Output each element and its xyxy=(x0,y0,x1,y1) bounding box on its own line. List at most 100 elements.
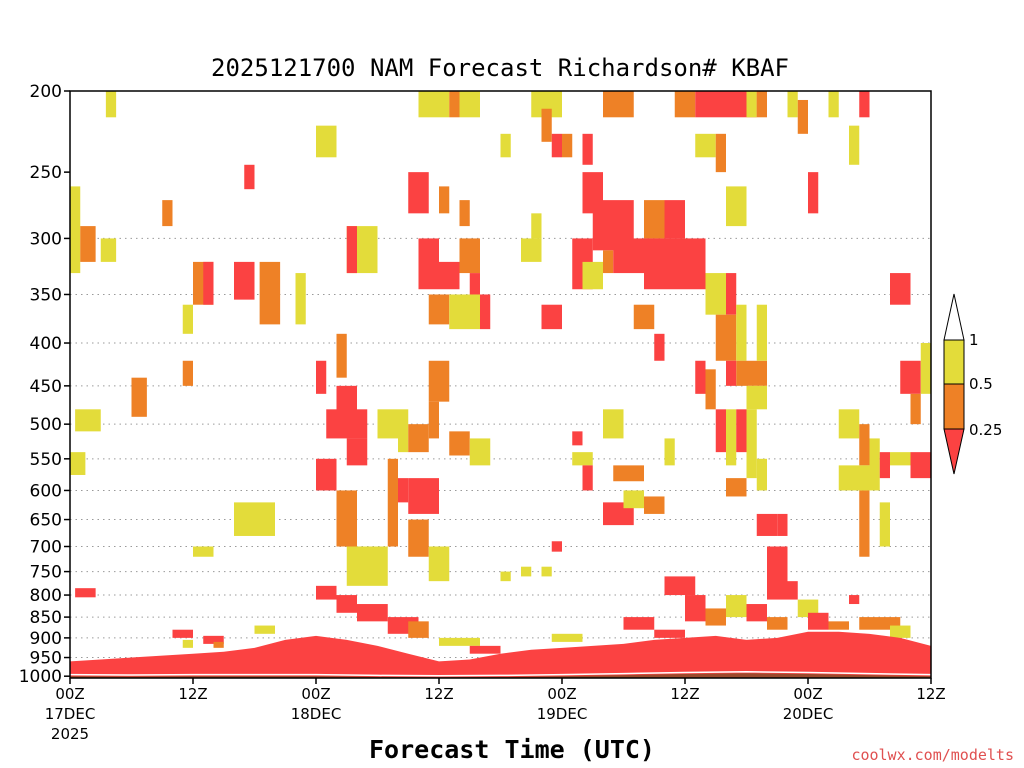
x-tick-label: 00Z xyxy=(301,685,330,703)
y-tick-label: 700 xyxy=(30,538,62,558)
x-tick-date: 19DEC xyxy=(537,705,588,723)
heatmap-cell xyxy=(172,629,193,638)
legend: 1 0.5 0.25 xyxy=(943,293,1002,475)
heatmap-cell xyxy=(756,304,767,361)
legend-arrow-top xyxy=(943,293,965,341)
heatmap-cell xyxy=(80,226,96,262)
heatmap-cell xyxy=(259,261,281,325)
heatmap-cell xyxy=(408,424,429,453)
heatmap-cell xyxy=(408,478,439,514)
heatmap-cell xyxy=(377,409,398,439)
legend-swatch xyxy=(943,383,965,430)
heatmap-cell xyxy=(500,571,511,582)
boundary-layer-area xyxy=(70,631,931,678)
heatmap-cell xyxy=(459,238,480,274)
heatmap-cell xyxy=(203,261,214,305)
heatmap-cell xyxy=(387,458,398,547)
heatmap-cell xyxy=(572,431,583,446)
x-tick-date: 20DEC xyxy=(783,705,834,723)
y-tick-label: 800 xyxy=(30,586,62,606)
heatmap-cell xyxy=(664,438,675,466)
y-tick-label: 1000 xyxy=(19,667,62,687)
heatmap-cell xyxy=(551,541,562,552)
heatmap-cell xyxy=(346,438,368,466)
heatmap-cell xyxy=(572,452,593,466)
y-tick-label: 900 xyxy=(30,629,62,649)
heatmap-cell xyxy=(869,438,880,491)
heatmap-cell xyxy=(603,250,614,274)
heatmap-cell xyxy=(900,360,921,394)
heatmap-cell xyxy=(767,546,788,586)
heatmap-cell xyxy=(746,409,757,479)
heatmap-cell xyxy=(603,409,624,439)
heatmap-cell xyxy=(849,125,860,165)
x-axis: 00Z 17DEC 2025 12Z 00Z 18DEC 12Z 00Z 19DEC 12Z 00Z… xyxy=(45,678,946,743)
heatmap-cell xyxy=(787,91,798,118)
heatmap-cell xyxy=(726,595,747,618)
surface-layer xyxy=(69,631,932,678)
x-tick-label: 00Z xyxy=(793,685,822,703)
heatmap-cell xyxy=(726,273,737,315)
heatmap-cell xyxy=(75,409,101,432)
heatmap-cell xyxy=(254,625,275,634)
heatmap-cell xyxy=(480,294,491,330)
y-tick-label: 600 xyxy=(30,481,62,501)
heatmap-cell xyxy=(531,213,542,239)
x-tick-date: 17DEC xyxy=(45,705,96,723)
heatmap-cell xyxy=(439,261,460,290)
heatmap-cell xyxy=(746,91,757,118)
heatmap-cell xyxy=(726,360,737,386)
heatmap-cell xyxy=(428,401,439,439)
heatmap-cell xyxy=(705,608,726,626)
heatmap-cell xyxy=(500,133,511,158)
heatmap-cell xyxy=(644,496,665,514)
y-tick-label: 250 xyxy=(30,163,62,183)
heatmap-cell xyxy=(705,369,716,410)
heatmap-cell xyxy=(100,238,117,262)
heatmap-cell xyxy=(726,186,747,227)
heatmap-cell xyxy=(664,576,696,596)
heatmap-cell xyxy=(398,409,409,453)
heatmap-cell xyxy=(756,91,767,118)
heatmap-cell xyxy=(808,612,829,630)
heatmap-cell xyxy=(203,635,224,644)
heatmap-cell xyxy=(746,385,767,410)
heatmap-cell xyxy=(736,360,767,386)
heatmap-cell xyxy=(859,91,870,118)
heatmap-cell xyxy=(849,595,860,605)
heatmap-cell xyxy=(685,595,706,622)
heatmap-cell xyxy=(633,304,655,330)
heatmap-cell xyxy=(859,424,870,466)
heatmap-cell xyxy=(469,273,480,295)
heatmap-cell xyxy=(244,164,255,190)
heatmap-cell xyxy=(603,91,634,118)
heatmap-cell xyxy=(469,438,491,466)
y-tick-label: 850 xyxy=(30,608,62,628)
heatmap-cell xyxy=(736,304,747,361)
heatmap-cell xyxy=(705,273,726,315)
heatmap-cell xyxy=(623,490,644,509)
heatmap-cell xyxy=(726,409,737,466)
heatmap-cell xyxy=(357,604,388,622)
legend-label: 0.5 xyxy=(969,375,993,393)
heatmap-cell xyxy=(654,333,665,361)
heatmap-cell xyxy=(890,452,911,466)
heatmap-cell xyxy=(654,629,685,638)
x-axis-label: Forecast Time (UTC) xyxy=(369,735,655,764)
ground-area xyxy=(70,673,931,678)
heatmap-cell xyxy=(346,546,388,586)
y-tick-label: 300 xyxy=(30,229,62,249)
heatmap-cell xyxy=(582,261,603,290)
heatmap-cell xyxy=(808,172,819,214)
heatmap-cell xyxy=(726,478,747,497)
heatmap-cell xyxy=(336,385,357,417)
heatmap-cell xyxy=(182,360,193,386)
heatmap-cell xyxy=(449,91,460,118)
heatmap-cell xyxy=(316,458,337,491)
x-tick-label: 00Z xyxy=(55,685,84,703)
heatmap-cell xyxy=(715,314,737,361)
heatmap-cell xyxy=(162,200,173,227)
heatmap-cell xyxy=(715,409,726,453)
heatmap-cell xyxy=(541,304,562,330)
heatmap-cell xyxy=(541,566,552,577)
